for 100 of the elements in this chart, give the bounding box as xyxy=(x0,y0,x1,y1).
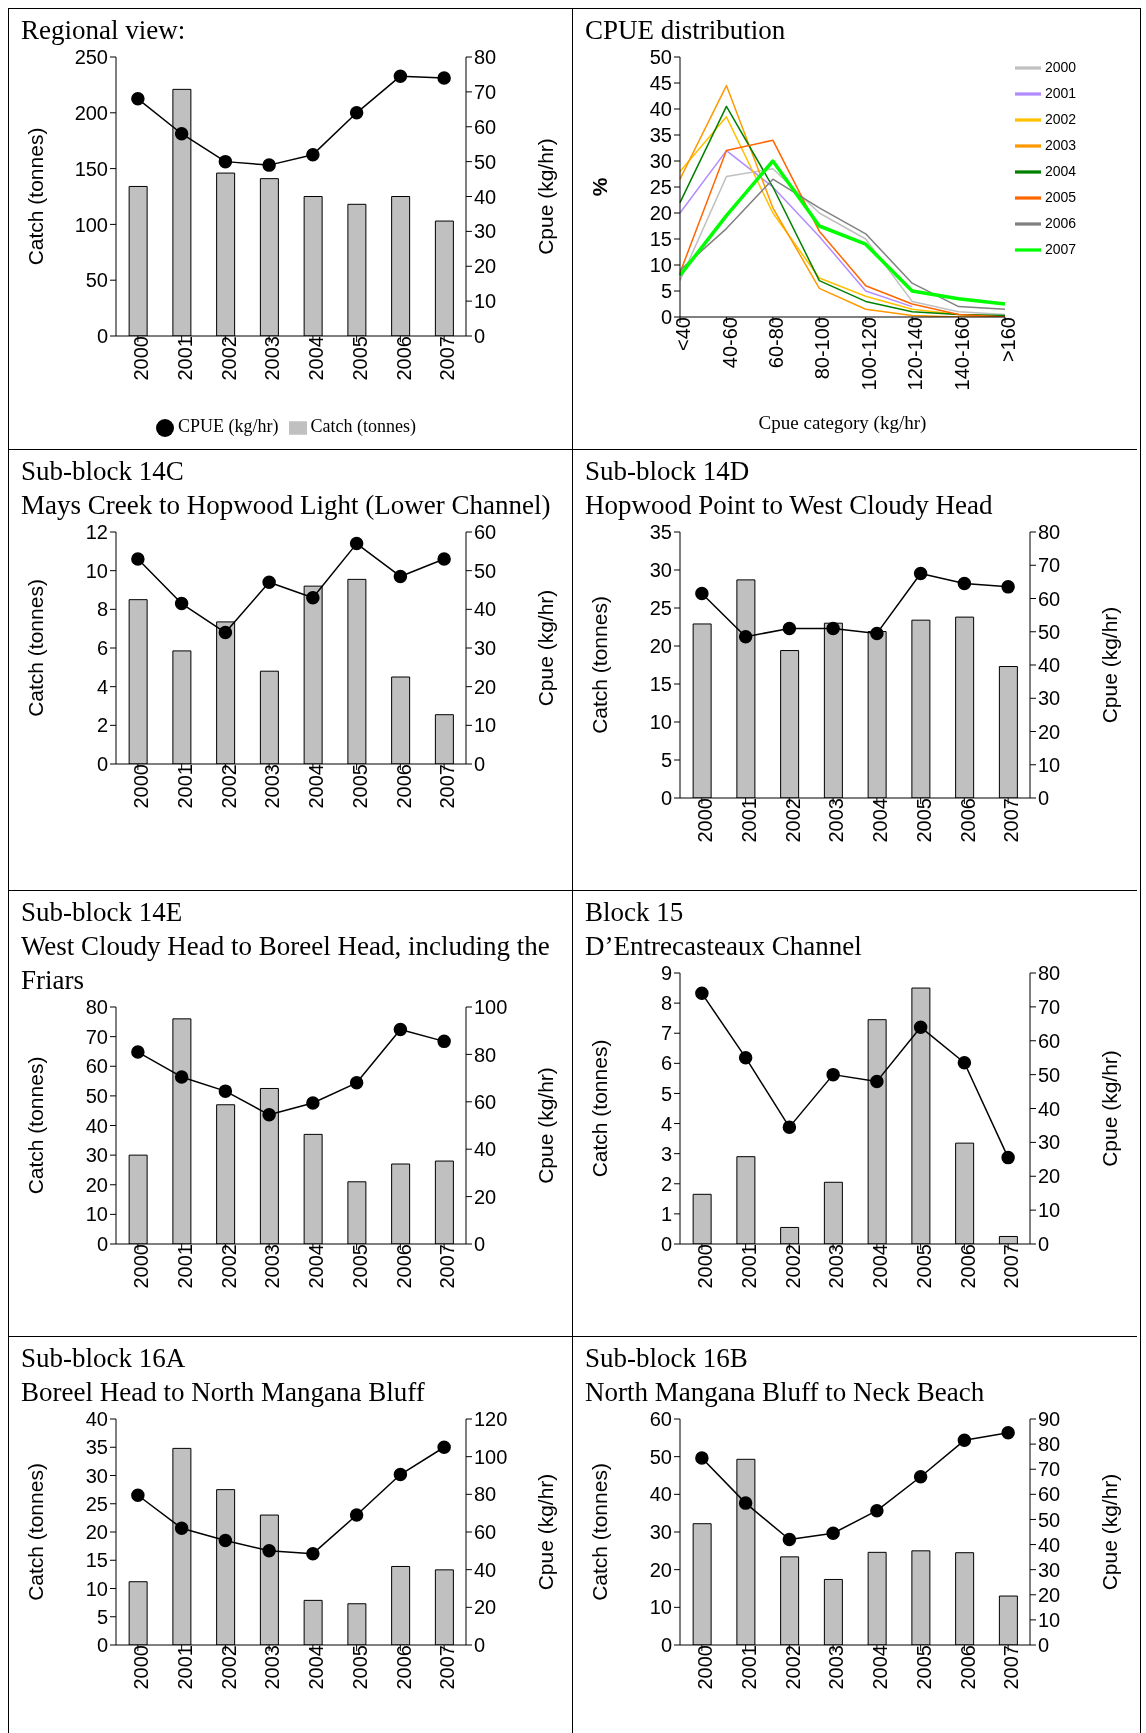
y2-tick-label: 80 xyxy=(474,1043,497,1066)
y-tick-label: 0 xyxy=(96,325,108,348)
y-tick-label: 35 xyxy=(649,521,672,544)
y-tick-label: 3 xyxy=(660,1142,672,1165)
y-tick-label: 10 xyxy=(649,254,672,277)
y2-tick-label: 0 xyxy=(474,1634,486,1657)
y2-tick-label: 10 xyxy=(1038,1608,1061,1631)
y-tick-label: 0 xyxy=(660,306,672,329)
y2-axis-title: Cpue (kg/hr) xyxy=(534,138,558,255)
y-tick-label: 15 xyxy=(649,673,672,696)
y2-tick-label: 70 xyxy=(1038,554,1061,577)
legend-label: 2007 xyxy=(1045,240,1077,257)
x-tick-label: 2000 xyxy=(130,764,153,809)
y-tick-label: 50 xyxy=(649,1445,672,1468)
y2-tick-label: 20 xyxy=(474,255,497,278)
y2-tick-label: 40 xyxy=(474,1558,497,1581)
x-tick-label: 2004 xyxy=(305,1244,328,1289)
y-tick-label: 70 xyxy=(85,1025,108,1048)
y-tick-label: 20 xyxy=(85,1173,108,1196)
chart-subtitle: D’Entrecasteaux Channel xyxy=(585,930,863,963)
x-tick-label: 2000 xyxy=(694,1645,717,1690)
y2-axis-title: Cpue (kg/hr) xyxy=(1098,1473,1122,1591)
y-tick-label: 5 xyxy=(660,280,672,303)
y-tick-label: 20 xyxy=(649,1558,672,1581)
legend-label: 2005 xyxy=(1045,188,1077,205)
y2-tick-label: 20 xyxy=(474,1185,497,1208)
legend-label: 2001 xyxy=(1045,84,1077,101)
y2-tick-label: 0 xyxy=(1038,787,1050,810)
x-tick-label: 2002 xyxy=(781,1244,804,1289)
y-tick-label: 1 xyxy=(660,1202,672,1225)
x-tick-label: 2001 xyxy=(173,1645,196,1690)
y-axis-title: Catch (tonnes) xyxy=(588,596,612,734)
y2-tick-label: 10 xyxy=(1038,753,1061,776)
y2-tick-label: 60 xyxy=(474,1090,497,1113)
y-tick-label: 0 xyxy=(96,1634,108,1657)
y2-tick-label: 20 xyxy=(1038,1165,1061,1188)
y2-axis-title: Cpue (kg/hr) xyxy=(1098,1050,1122,1167)
y2-tick-label: 60 xyxy=(474,521,497,544)
x-tick-label: 2004 xyxy=(869,1645,892,1690)
x-tick-label: 2001 xyxy=(737,1244,760,1289)
x-tick-label: 2005 xyxy=(348,336,371,381)
x-tick-label: 2002 xyxy=(217,1645,240,1690)
y-tick-label: 50 xyxy=(85,1084,108,1107)
chart-title: Sub-block 16B xyxy=(585,1342,749,1375)
y-tick-label: 50 xyxy=(85,269,108,292)
y-tick-label: 20 xyxy=(649,635,672,658)
x-tick-label: 2006 xyxy=(392,1645,415,1690)
legend-label: 2004 xyxy=(1045,162,1077,179)
y2-tick-label: 70 xyxy=(1038,1458,1061,1481)
y-tick-label: 10 xyxy=(649,711,672,734)
y2-tick-label: 40 xyxy=(474,598,497,621)
y-tick-label: 7 xyxy=(660,1022,672,1045)
y2-tick-label: 10 xyxy=(1038,1199,1061,1222)
chart-subtitle: North Mangana Bluff to Neck Beach xyxy=(585,1376,986,1409)
y-tick-label: 40 xyxy=(85,1408,108,1431)
x-tick-label: 2003 xyxy=(825,1244,848,1289)
x-tick-label: 2000 xyxy=(130,336,153,381)
y2-tick-label: 50 xyxy=(1038,1508,1061,1531)
y-tick-label: 9 xyxy=(660,962,672,985)
x-tick-label: 2001 xyxy=(737,1645,760,1690)
x-tick-label: 2004 xyxy=(305,336,328,381)
y-tick-label: 30 xyxy=(649,150,672,173)
y-tick-label: 12 xyxy=(85,521,108,544)
y-tick-label: 0 xyxy=(660,787,672,810)
x-tick-label: 2006 xyxy=(956,798,979,843)
y2-tick-label: 80 xyxy=(1038,1433,1061,1456)
y-tick-label: 250 xyxy=(74,46,108,69)
y-axis-title: Catch (tonnes) xyxy=(24,1463,48,1601)
x-tick-label: 2006 xyxy=(392,764,415,809)
y-tick-label: 10 xyxy=(85,559,108,582)
x-tick-label: 2006 xyxy=(956,1645,979,1690)
y-tick-label: 5 xyxy=(660,1082,672,1105)
x-tick-label: 2007 xyxy=(1000,1244,1023,1289)
x-tick-label: 120-140 xyxy=(904,317,927,391)
y-tick-label: 0 xyxy=(660,1634,672,1657)
y-tick-label: 20 xyxy=(85,1521,108,1544)
chart-title: Sub-block 16A xyxy=(21,1342,187,1375)
y-axis-title: Catch (tonnes) xyxy=(24,127,48,266)
y2-tick-label: 0 xyxy=(1038,1233,1050,1256)
x-tick-label: 2002 xyxy=(781,1645,804,1690)
x-tick-label: 2007 xyxy=(436,1244,459,1289)
legend-label: Catch (tonnes) xyxy=(310,416,416,436)
chart-subtitle: Mays Creek to Hopwood Light (Lower Channel) xyxy=(21,489,552,522)
x-tick-label: 2005 xyxy=(912,798,935,843)
y2-tick-label: 40 xyxy=(474,185,497,208)
y2-axis-title: Cpue (kg/hr) xyxy=(534,1067,558,1184)
x-tick-label: 2003 xyxy=(825,798,848,843)
y2-tick-label: 50 xyxy=(474,150,497,173)
y-tick-label: 200 xyxy=(74,101,108,124)
y2-tick-label: 80 xyxy=(1038,962,1061,985)
legend-label: 2000 xyxy=(1045,58,1077,75)
y-tick-label: 30 xyxy=(85,1464,108,1487)
y-tick-label: 4 xyxy=(660,1112,672,1135)
y-tick-label: 4 xyxy=(96,675,108,698)
y-tick-label: 0 xyxy=(96,753,108,776)
y2-tick-label: 60 xyxy=(474,115,497,138)
y-tick-label: 8 xyxy=(96,598,108,621)
x-tick-label: 2000 xyxy=(694,798,717,843)
y2-tick-label: 50 xyxy=(1038,620,1061,643)
y-axis-title: % xyxy=(588,177,612,197)
